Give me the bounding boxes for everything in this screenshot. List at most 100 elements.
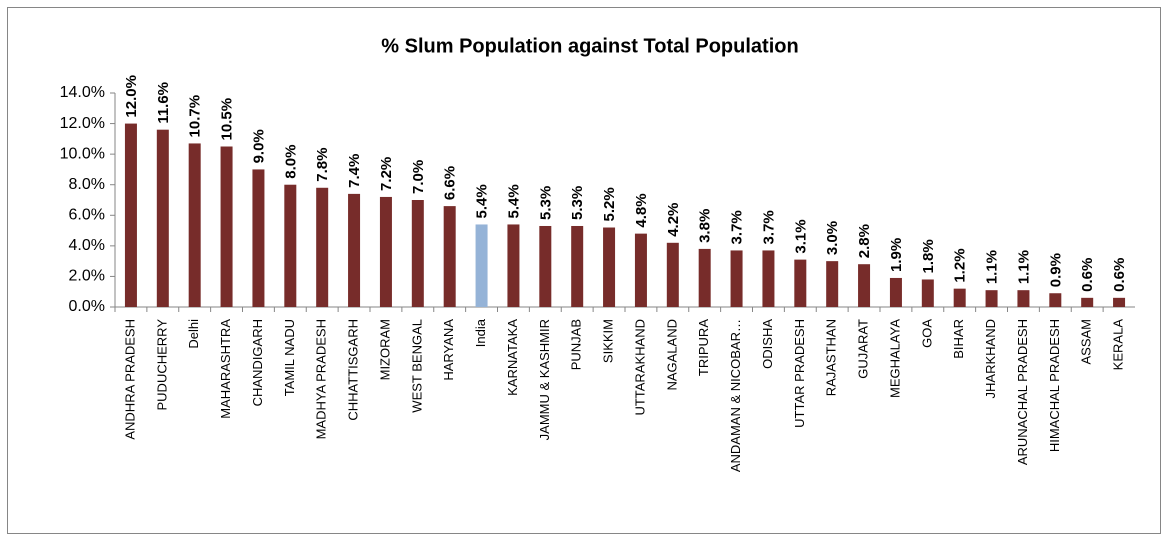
value-label: 10.5% (219, 98, 236, 141)
value-label: 0.6% (1079, 258, 1096, 292)
x-tick-label: MADHYA PRADESH (314, 319, 329, 439)
x-tick-label: GUJARAT (856, 319, 871, 379)
value-label: 0.9% (1047, 253, 1064, 287)
x-tick-label: CHANDIGARH (250, 319, 265, 406)
x-tick-label: PUNJAB (569, 319, 584, 370)
bar (858, 264, 871, 307)
x-tick-label: WEST BENGAL (409, 319, 424, 413)
x-tick-label: MAHARASHTRA (218, 319, 233, 419)
value-label: 3.7% (729, 210, 746, 244)
value-label: 12.0% (123, 75, 140, 118)
value-label: 1.9% (888, 238, 905, 272)
x-tick-label: MIZORAM (377, 319, 392, 380)
value-label: 5.4% (505, 184, 522, 218)
bar (156, 129, 169, 307)
y-tick-label: 0.0% (69, 298, 105, 315)
value-label: 3.7% (760, 210, 777, 244)
value-label: 9.0% (250, 129, 267, 163)
value-label: 10.7% (187, 95, 204, 138)
chart-title: % Slum Population against Total Populati… (381, 35, 798, 57)
bar (252, 169, 265, 307)
bar (698, 248, 711, 307)
y-tick-label: 4.0% (69, 237, 105, 254)
value-label: 7.0% (410, 160, 427, 194)
bar (1081, 297, 1094, 307)
x-tick-label: ODISHA (760, 319, 775, 369)
value-label: 1.8% (920, 239, 937, 273)
bar (634, 233, 647, 307)
bar (889, 277, 902, 307)
value-label: 3.1% (792, 219, 809, 253)
bar (985, 290, 998, 307)
x-tick-label: NAGALAND (664, 319, 679, 391)
value-label: 11.6% (155, 82, 172, 124)
y-tick-label: 12.0% (60, 115, 105, 132)
x-tick-label: India (473, 318, 488, 347)
bar (1049, 293, 1062, 307)
bar (188, 143, 201, 307)
y-tick-label: 8.0% (69, 176, 105, 193)
bar (316, 187, 329, 307)
x-tick-label: HIMACHAL PRADESH (1047, 319, 1062, 452)
bar (220, 146, 233, 307)
bar (411, 200, 424, 307)
y-tick-label: 10.0% (60, 145, 105, 162)
x-tick-label: ASSAM (1079, 319, 1094, 365)
x-tick-label: SIKKIM (601, 319, 616, 363)
bar (1113, 297, 1126, 307)
x-tick-label: BIHAR (951, 319, 966, 359)
value-label: 0.6% (1111, 258, 1128, 292)
x-tick-label: ARUNACHAL PRADESH (1015, 319, 1030, 465)
bar (348, 193, 361, 307)
bar (730, 250, 743, 307)
value-label: 3.0% (824, 221, 841, 255)
x-tick-label: MEGHALAYA (887, 319, 902, 398)
bar (571, 225, 584, 307)
x-tick-label: KARNATAKA (505, 319, 520, 396)
x-tick-label: ANDHRA PRADESH (122, 319, 137, 440)
y-tick-label: 14.0% (60, 84, 105, 101)
value-label: 1.1% (1015, 250, 1032, 284)
x-tick-label: JAMMU & KASHMIR (537, 319, 552, 440)
x-tick-label: UTTAR PRADESH (792, 319, 807, 428)
x-tick-label: UTTARAKHAND (632, 319, 647, 416)
y-tick-label: 6.0% (69, 207, 105, 224)
bar (443, 206, 456, 307)
value-label: 7.4% (346, 154, 363, 188)
x-tick-label: Delhi (186, 319, 201, 349)
value-label: 4.8% (633, 193, 650, 227)
value-label: 4.2% (665, 203, 682, 237)
value-label: 7.8% (314, 148, 331, 182)
bar (762, 250, 775, 307)
x-tick-label: RAJASTHAN (824, 319, 839, 396)
value-label: 8.0% (282, 145, 299, 179)
bar (794, 259, 807, 307)
bar (603, 227, 616, 307)
value-label: 5.2% (601, 187, 618, 221)
value-label: 1.1% (984, 250, 1001, 284)
value-label: 5.4% (474, 184, 491, 218)
x-tick-label: PUDUCHERRY (154, 319, 169, 411)
bar (666, 242, 679, 307)
x-tick-label: HARYANA (441, 319, 456, 381)
y-tick-label: 2.0% (69, 268, 105, 285)
bar (921, 279, 934, 307)
bar (379, 196, 392, 307)
bar (1017, 290, 1030, 307)
x-tick-label: JHARKHAND (983, 319, 998, 398)
value-label: 3.8% (697, 209, 714, 243)
value-label: 2.8% (856, 224, 873, 258)
value-label: 5.3% (537, 186, 554, 220)
bar (539, 225, 552, 307)
x-tick-label: CHHATTISGARH (346, 319, 361, 421)
x-tick-label: TRIPURA (696, 319, 711, 376)
x-tick-label: KERALA (1111, 319, 1126, 371)
bar (507, 224, 520, 307)
bar (284, 184, 297, 307)
x-tick-label: ANDAMAN & NICOBAR… (728, 319, 743, 472)
x-tick-label: TAMIL NADU (282, 319, 297, 396)
bar (475, 224, 488, 307)
value-label: 6.6% (442, 166, 459, 200)
x-tick-label: GOA (919, 319, 934, 348)
